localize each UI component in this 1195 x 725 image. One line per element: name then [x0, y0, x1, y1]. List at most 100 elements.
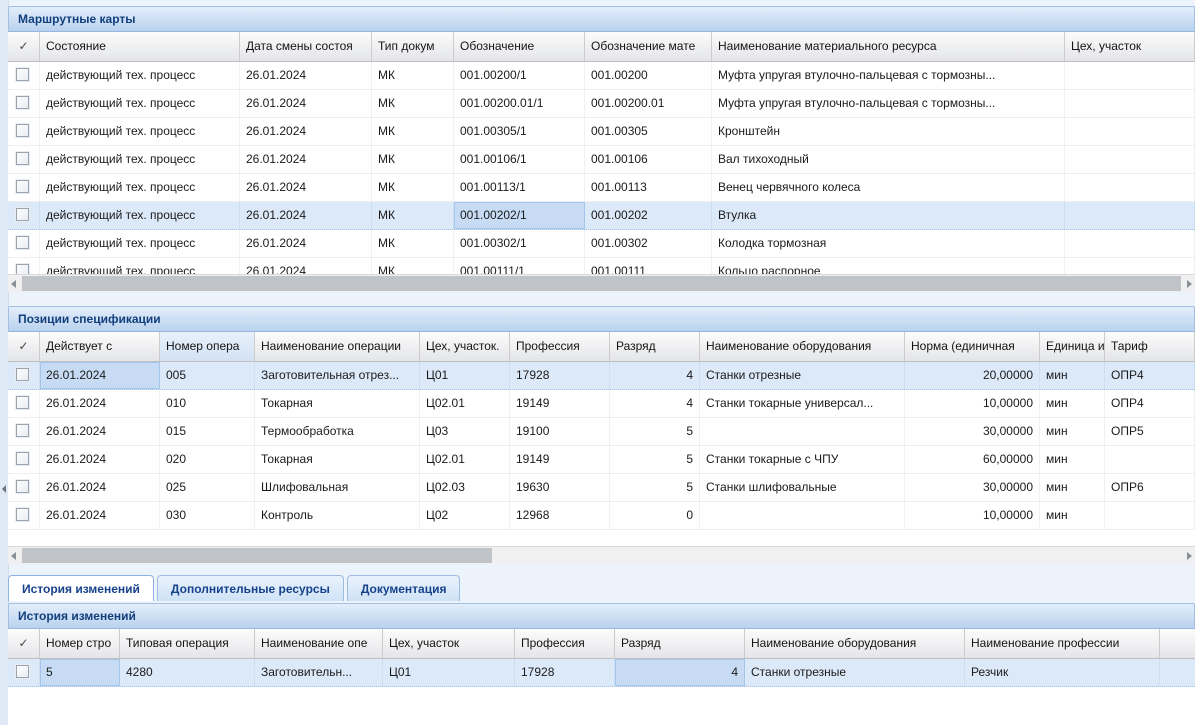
table-cell[interactable]: 001.00305/1: [454, 118, 585, 145]
row-checkbox[interactable]: [16, 508, 29, 521]
column-header[interactable]: Наименование профессии: [965, 629, 1160, 658]
table-cell[interactable]: Токарная: [255, 390, 420, 417]
column-header[interactable]: Обозначение мате: [585, 32, 712, 61]
table-cell[interactable]: 001.00200: [585, 62, 712, 89]
table-row[interactable]: 26.01.2024 020 Токарная Ц02.01 19149 5 Станки …: [8, 446, 1195, 474]
table-cell[interactable]: мин: [1040, 418, 1105, 445]
scroll-left-icon[interactable]: [11, 280, 16, 288]
table-cell[interactable]: 001.00202: [585, 202, 712, 229]
table-cell[interactable]: Заготовительн...: [255, 659, 383, 686]
column-header[interactable]: Цех, участок: [383, 629, 515, 658]
table-cell[interactable]: 010: [160, 390, 255, 417]
table-cell[interactable]: Муфта упругая втулочно-пальцевая с тормо…: [712, 90, 1065, 117]
table-cell[interactable]: 001.00202/1: [454, 202, 585, 229]
table-cell[interactable]: мин: [1040, 390, 1105, 417]
table-cell[interactable]: 4: [615, 659, 745, 686]
table-cell[interactable]: 30,00000: [905, 418, 1040, 445]
table-cell[interactable]: МК: [372, 90, 454, 117]
table-cell[interactable]: Ц02.01: [420, 446, 510, 473]
column-header[interactable]: Разряд: [615, 629, 745, 658]
table-cell[interactable]: Кольцо распорное: [712, 258, 1065, 274]
column-header[interactable]: Наименование оборудования: [745, 629, 965, 658]
tab-inactive[interactable]: Дополнительные ресурсы: [156, 575, 344, 601]
table-cell[interactable]: 001.00111/1: [454, 258, 585, 274]
column-header[interactable]: Норма (единичная: [905, 332, 1040, 361]
table-cell[interactable]: действующий тех. процесс: [40, 258, 240, 274]
table-cell[interactable]: 001.00302/1: [454, 230, 585, 257]
table-cell[interactable]: действующий тех. процесс: [40, 230, 240, 257]
table-cell[interactable]: [1105, 446, 1195, 473]
table-cell[interactable]: 5: [610, 474, 700, 501]
table-cell[interactable]: МК: [372, 258, 454, 274]
table-row[interactable]: 5 4280 Заготовительн... Ц01 17928 4 Станки отр…: [8, 659, 1195, 687]
table-cell[interactable]: 5: [610, 418, 700, 445]
table-cell[interactable]: 19149: [510, 390, 610, 417]
table-cell[interactable]: [1105, 502, 1195, 529]
table-cell[interactable]: Ц02.03: [420, 474, 510, 501]
table-cell[interactable]: [1065, 90, 1195, 117]
row-checkbox[interactable]: [16, 96, 29, 109]
scroll-right-icon[interactable]: [1187, 552, 1192, 560]
scroll-left-icon[interactable]: [11, 552, 16, 560]
collapse-left-icon[interactable]: [2, 485, 6, 493]
column-header[interactable]: Тип докум: [372, 32, 454, 61]
row-checkbox[interactable]: [16, 152, 29, 165]
table-cell[interactable]: 60,00000: [905, 446, 1040, 473]
table-cell[interactable]: МК: [372, 118, 454, 145]
column-header[interactable]: Наименование опе: [255, 629, 383, 658]
scrollbar-thumb[interactable]: [22, 548, 492, 563]
table-row[interactable]: действующий тех. процесс 26.01.2024 МК 001.…: [8, 118, 1195, 146]
table-cell[interactable]: Венец червячного колеса: [712, 174, 1065, 201]
table-cell[interactable]: Заготовительная отрез...: [255, 362, 420, 389]
table-cell[interactable]: ОПР4: [1105, 362, 1195, 389]
table-cell[interactable]: мин: [1040, 362, 1105, 389]
table-row[interactable]: действующий тех. процесс 26.01.2024 МК 001.…: [8, 174, 1195, 202]
row-checkbox[interactable]: [16, 264, 29, 274]
table-cell[interactable]: мин: [1040, 446, 1105, 473]
table-cell[interactable]: 26.01.2024: [240, 146, 372, 173]
table-cell[interactable]: Станки токарные с ЧПУ: [700, 446, 905, 473]
row-checkbox[interactable]: [16, 480, 29, 493]
select-all-header[interactable]: ✓: [8, 629, 40, 658]
table-cell[interactable]: действующий тех. процесс: [40, 146, 240, 173]
table-cell[interactable]: 001.00113/1: [454, 174, 585, 201]
table-cell[interactable]: Станки токарные универсал...: [700, 390, 905, 417]
table-cell[interactable]: 015: [160, 418, 255, 445]
table-row[interactable]: действующий тех. процесс 26.01.2024 МК 001.…: [8, 146, 1195, 174]
table-cell[interactable]: 26.01.2024: [240, 174, 372, 201]
table-cell[interactable]: 26.01.2024: [240, 62, 372, 89]
table-cell[interactable]: Ц03: [420, 418, 510, 445]
row-checkbox[interactable]: [16, 124, 29, 137]
table-cell[interactable]: 001.00200.01: [585, 90, 712, 117]
table-cell[interactable]: 10,00000: [905, 390, 1040, 417]
table-cell[interactable]: 26.01.2024: [240, 258, 372, 274]
select-all-header[interactable]: ✓: [8, 332, 40, 361]
column-header[interactable]: Профессия: [510, 332, 610, 361]
table-cell[interactable]: 26.01.2024: [240, 202, 372, 229]
table-cell[interactable]: 19100: [510, 418, 610, 445]
column-header[interactable]: Номер стро: [40, 629, 120, 658]
table-cell[interactable]: 4: [610, 390, 700, 417]
column-header[interactable]: Обозначение: [454, 32, 585, 61]
table-cell[interactable]: Станки отрезные: [700, 362, 905, 389]
table-row[interactable]: действующий тех. процесс 26.01.2024 МК 001.…: [8, 62, 1195, 90]
table-cell[interactable]: 4: [610, 362, 700, 389]
table-cell[interactable]: Станки шлифовальные: [700, 474, 905, 501]
table-row[interactable]: 26.01.2024 005 Заготовительная отрез... Ц01…: [8, 362, 1195, 390]
row-checkbox[interactable]: [16, 236, 29, 249]
table-cell[interactable]: [1065, 202, 1195, 229]
table-cell[interactable]: 17928: [510, 362, 610, 389]
table-cell[interactable]: 26.01.2024: [240, 118, 372, 145]
column-header[interactable]: Цех, участок: [1065, 32, 1195, 61]
table-row[interactable]: 26.01.2024 010 Токарная Ц02.01 19149 4 Станки …: [8, 390, 1195, 418]
column-header[interactable]: Типовая операция: [120, 629, 255, 658]
column-header[interactable]: Наименование операции: [255, 332, 420, 361]
table-cell[interactable]: ОПР6: [1105, 474, 1195, 501]
table-row[interactable]: действующий тех. процесс 26.01.2024 МК 001.…: [8, 258, 1195, 274]
table-cell[interactable]: 19149: [510, 446, 610, 473]
column-header[interactable]: Цех, участок.: [420, 332, 510, 361]
row-checkbox[interactable]: [16, 180, 29, 193]
table-cell[interactable]: 025: [160, 474, 255, 501]
column-header[interactable]: Разряд: [610, 332, 700, 361]
tab-active[interactable]: История изменений: [8, 575, 154, 601]
